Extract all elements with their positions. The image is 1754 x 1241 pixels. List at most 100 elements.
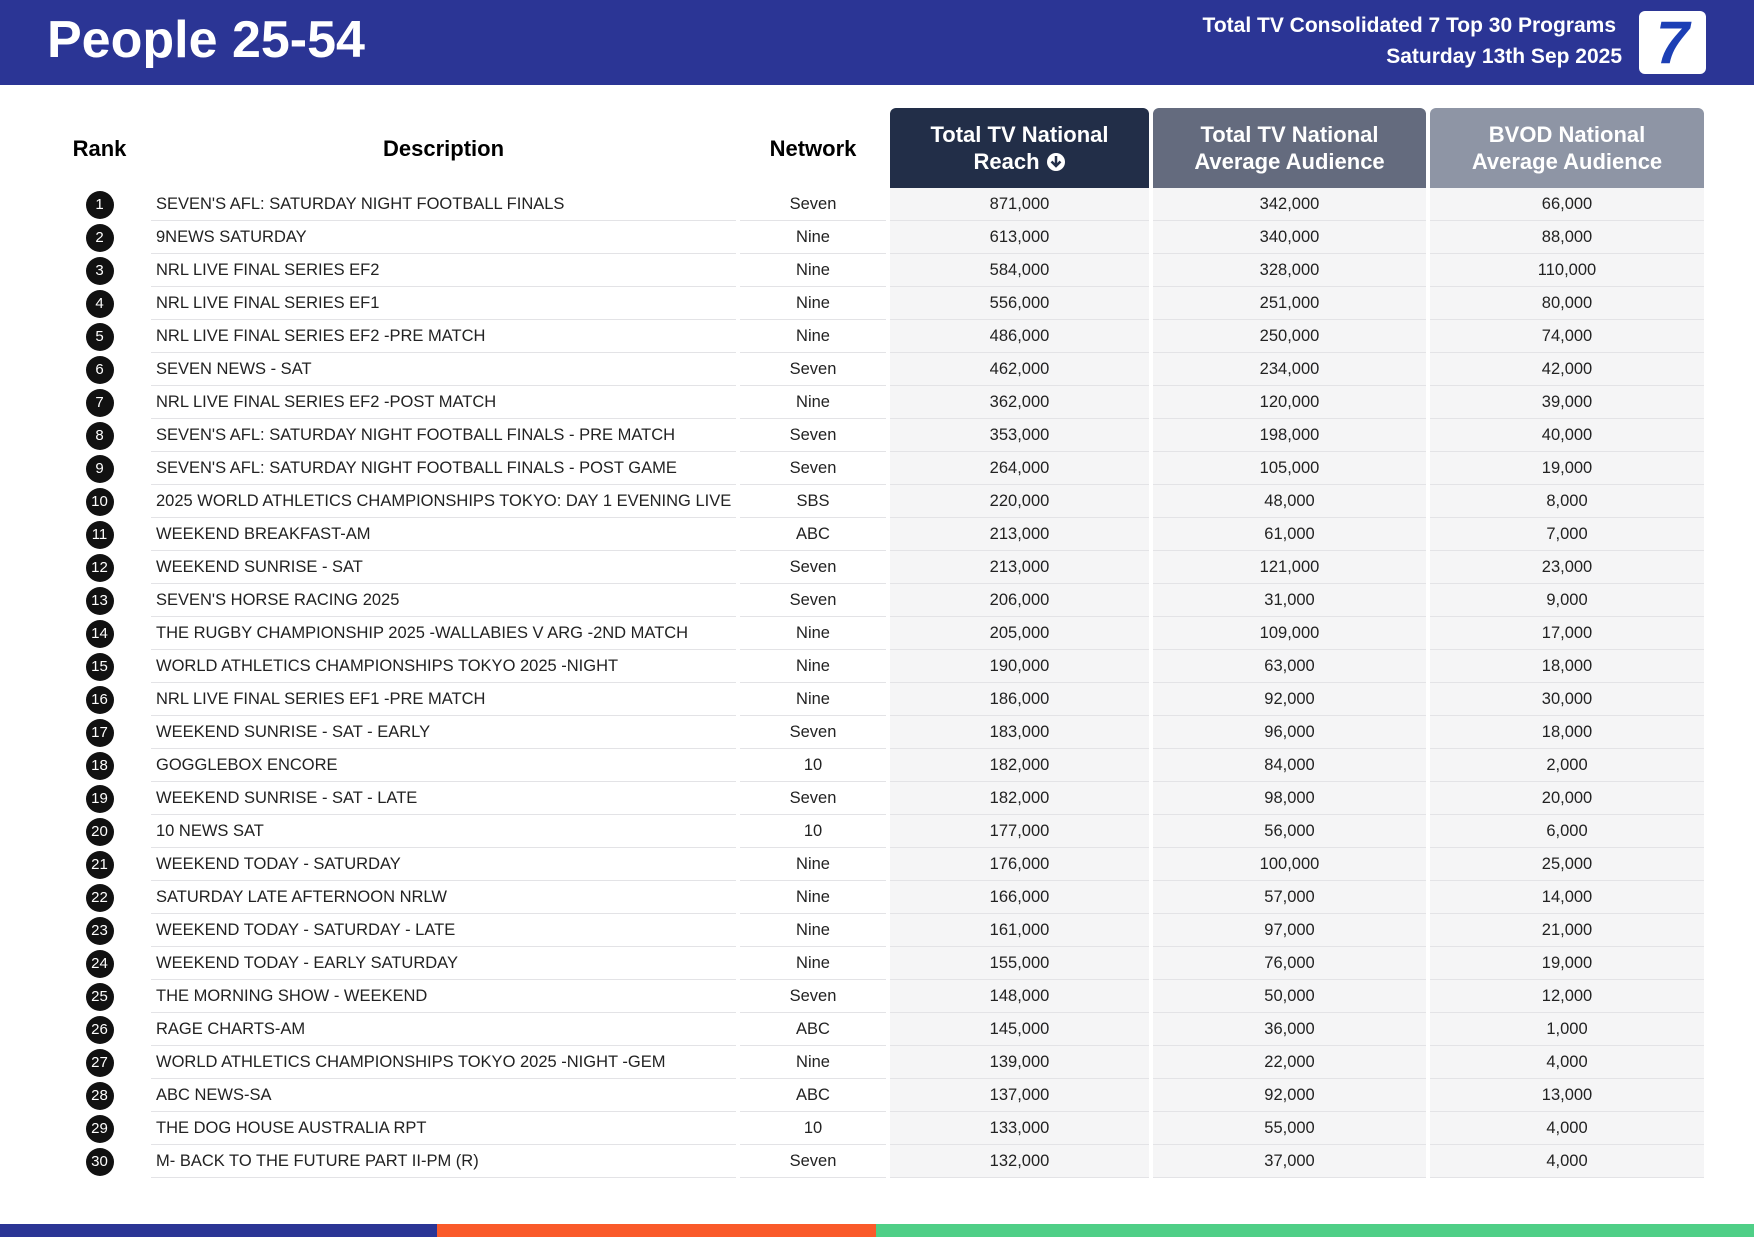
bvod-cell: 88,000 [1430,221,1704,254]
description-cell: SEVEN'S AFL: SATURDAY NIGHT FOOTBALL FIN… [151,452,736,485]
reach-cell: 213,000 [890,551,1149,584]
network-cell: Seven [740,1145,886,1178]
average-audience-cell: 121,000 [1153,551,1426,584]
reach-cell: 556,000 [890,287,1149,320]
network-cell: Nine [740,650,886,683]
bvod-cell: 4,000 [1430,1112,1704,1145]
reach-cell: 190,000 [890,650,1149,683]
network-cell: SBS [740,485,886,518]
rank-cell: 16 [52,683,147,716]
description-cell: THE DOG HOUSE AUSTRALIA RPT [151,1112,736,1145]
column-header: Description [151,108,736,188]
rank-cell: 28 [52,1079,147,1112]
rank-cell: 3 [52,254,147,287]
rank-badge: 25 [85,982,114,1011]
reach-cell: 176,000 [890,848,1149,881]
rank-badge: 21 [85,850,114,879]
description-cell: WEEKEND TODAY - SATURDAY [151,848,736,881]
network-cell: Seven [740,551,886,584]
column-header-line: Average Audience [1194,149,1385,174]
column-header-line: BVOD National [1488,122,1646,147]
rank-cell: 14 [52,617,147,650]
rank-badge: 9 [85,454,114,483]
column-header-line: Total TV National [1200,122,1379,147]
average-audience-cell: 340,000 [1153,221,1426,254]
bvod-cell: 66,000 [1430,188,1704,221]
reach-cell: 148,000 [890,980,1149,1013]
rank-cell: 22 [52,881,147,914]
bvod-cell: 23,000 [1430,551,1704,584]
rank-cell: 7 [52,386,147,419]
bvod-cell: 39,000 [1430,386,1704,419]
rank-badge: 10 [85,487,114,516]
network-cell: ABC [740,1079,886,1112]
footer-segment [437,1224,876,1237]
reach-cell: 155,000 [890,947,1149,980]
reach-cell: 161,000 [890,914,1149,947]
average-audience-cell: 31,000 [1153,584,1426,617]
bvod-cell: 8,000 [1430,485,1704,518]
rank-badge: 14 [85,619,114,648]
bvod-cell: 18,000 [1430,650,1704,683]
average-audience-cell: 84,000 [1153,749,1426,782]
rank-badge: 8 [85,421,114,450]
average-audience-cell: 250,000 [1153,320,1426,353]
average-audience-cell: 63,000 [1153,650,1426,683]
rank-cell: 26 [52,1013,147,1046]
bvod-cell: 18,000 [1430,716,1704,749]
description-cell: 9NEWS SATURDAY [151,221,736,254]
bvod-cell: 12,000 [1430,980,1704,1013]
rank-badge: 4 [85,289,114,318]
rank-badge: 6 [85,355,114,384]
bvod-cell: 21,000 [1430,914,1704,947]
network-cell: Nine [740,1046,886,1079]
reach-cell: 613,000 [890,221,1149,254]
rank-badge: 11 [85,520,114,549]
network-cell: Seven [740,716,886,749]
network-cell: Nine [740,254,886,287]
subtitle: Total TV Consolidated 7 Top 30 Programs [1202,14,1616,37]
rank-badge: 27 [85,1048,114,1077]
reach-cell: 206,000 [890,584,1149,617]
column-header-line: Total TV National [930,122,1109,147]
average-audience-cell: 342,000 [1153,188,1426,221]
bvod-cell: 2,000 [1430,749,1704,782]
reach-cell: 132,000 [890,1145,1149,1178]
rank-cell: 6 [52,353,147,386]
bvod-cell: 110,000 [1430,254,1704,287]
rank-cell: 20 [52,815,147,848]
description-cell: ABC NEWS-SA [151,1079,736,1112]
average-audience-cell: 251,000 [1153,287,1426,320]
rank-badge: 18 [85,751,114,780]
bvod-cell: 14,000 [1430,881,1704,914]
rank-cell: 25 [52,980,147,1013]
bvod-cell: 30,000 [1430,683,1704,716]
rank-cell: 24 [52,947,147,980]
description-cell: NRL LIVE FINAL SERIES EF2 [151,254,736,287]
bvod-cell: 13,000 [1430,1079,1704,1112]
average-audience-cell: 96,000 [1153,716,1426,749]
average-audience-cell: 55,000 [1153,1112,1426,1145]
rank-cell: 19 [52,782,147,815]
network-cell: Nine [740,320,886,353]
network-cell: Nine [740,221,886,254]
network-cell: Seven [740,419,886,452]
rank-cell: 8 [52,419,147,452]
rank-cell: 12 [52,551,147,584]
reach-cell: 462,000 [890,353,1149,386]
footer-segment [876,1224,1754,1237]
rank-badge: 13 [85,586,114,615]
description-cell: SEVEN'S AFL: SATURDAY NIGHT FOOTBALL FIN… [151,188,736,221]
column-header-text: Network [770,135,857,162]
rank-cell: 9 [52,452,147,485]
rank-cell: 10 [52,485,147,518]
average-audience-cell: 198,000 [1153,419,1426,452]
reach-cell: 486,000 [890,320,1149,353]
column-header-line: Average Audience [1471,149,1663,174]
description-cell: WEEKEND SUNRISE - SAT - LATE [151,782,736,815]
bvod-cell: 40,000 [1430,419,1704,452]
description-cell: WORLD ATHLETICS CHAMPIONSHIPS TOKYO 2025… [151,650,736,683]
bvod-cell: 7,000 [1430,518,1704,551]
average-audience-cell: 92,000 [1153,683,1426,716]
rank-cell: 29 [52,1112,147,1145]
